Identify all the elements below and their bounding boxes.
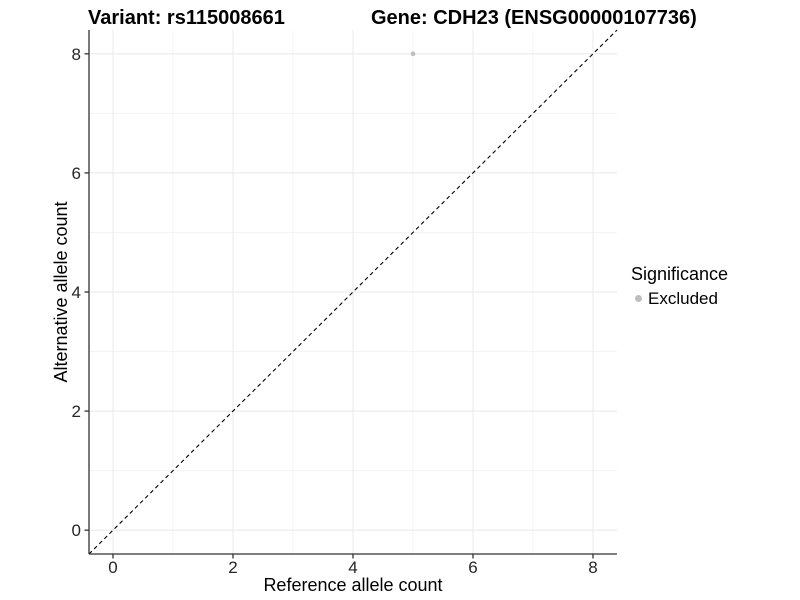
y-tick-label: 6 [72,164,81,183]
y-tick-label: 4 [72,283,81,302]
identity-dashed-line [88,29,618,555]
legend-point-icon [635,295,642,303]
x-tick-label: 8 [588,558,597,577]
gene-title: Gene: CDH23 (ENSG00000107736) [371,7,697,29]
legend: Significance Excluded [631,264,728,308]
legend-item-excluded: Excluded [631,288,728,309]
x-axis-label: Reference allele count [263,575,443,595]
data-point [410,51,416,57]
y-axis-label: Alternative allele count [51,201,71,383]
legend-title: Significance [631,264,729,284]
y-tick-label: 8 [72,45,81,64]
legend-item-label: Excluded [648,288,718,308]
x-tick-label: 2 [228,558,237,577]
x-tick-label: 0 [108,558,117,577]
variant-title: Variant: rs115008661 [88,7,285,29]
y-tick-label: 0 [72,521,81,540]
x-tick-label: 6 [468,558,477,577]
y-tick-label: 2 [72,402,81,421]
x-tick-label: 4 [348,558,357,577]
